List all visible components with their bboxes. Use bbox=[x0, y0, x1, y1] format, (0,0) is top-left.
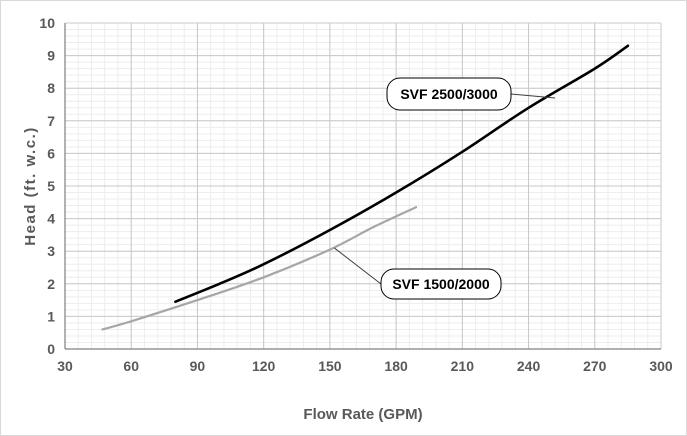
x-tick-label: 120 bbox=[252, 358, 276, 374]
callout-leader-2 bbox=[333, 247, 382, 285]
x-tick-label: 240 bbox=[517, 358, 541, 374]
y-tick-label: 6 bbox=[47, 145, 55, 161]
x-tick-label: 270 bbox=[583, 358, 607, 374]
callout-label-1: SVF 2500/3000 bbox=[400, 86, 498, 102]
y-axis-title: Head (ft. w.c.) bbox=[22, 126, 39, 245]
x-axis-title: Flow Rate (GPM) bbox=[303, 406, 422, 423]
callout-box-2 bbox=[380, 268, 502, 300]
tick-labels: 30 60 90 120 150 180 210 240 270 300 0 1 2 3 4 5 6 7 8 9 10 bbox=[39, 15, 672, 374]
y-tick-label: 5 bbox=[47, 178, 55, 194]
y-tick-label: 3 bbox=[47, 243, 55, 259]
x-tick-label: 90 bbox=[190, 358, 206, 374]
y-tick-label: 4 bbox=[47, 211, 55, 227]
y-tick-label: 8 bbox=[47, 80, 55, 96]
y-tick-label: 10 bbox=[39, 15, 55, 31]
data-series bbox=[101, 44, 630, 331]
x-tick-label: 300 bbox=[649, 358, 673, 374]
x-tick-label: 60 bbox=[123, 358, 139, 374]
plot-axes bbox=[64, 23, 661, 350]
x-tick-label: 210 bbox=[451, 358, 475, 374]
series-callouts: SVF 2500/3000 SVF 1500/2000 bbox=[333, 77, 556, 300]
y-tick-label: 2 bbox=[47, 276, 55, 292]
x-tick-label: 180 bbox=[384, 358, 408, 374]
y-tick-label: 7 bbox=[47, 113, 55, 129]
major-gridlines bbox=[64, 22, 662, 350]
y-tick-label: 1 bbox=[47, 308, 55, 324]
series-line-2 bbox=[101, 206, 418, 331]
callout-box-1 bbox=[386, 77, 512, 111]
x-tick-label: 30 bbox=[57, 358, 73, 374]
series-line-1 bbox=[174, 44, 630, 303]
y-tick-label: 9 bbox=[47, 48, 55, 64]
callout-label-2: SVF 1500/2000 bbox=[392, 276, 490, 292]
y-tick-label: 0 bbox=[47, 341, 55, 357]
callout-leader-1 bbox=[510, 93, 556, 99]
x-tick-label: 150 bbox=[318, 358, 342, 374]
